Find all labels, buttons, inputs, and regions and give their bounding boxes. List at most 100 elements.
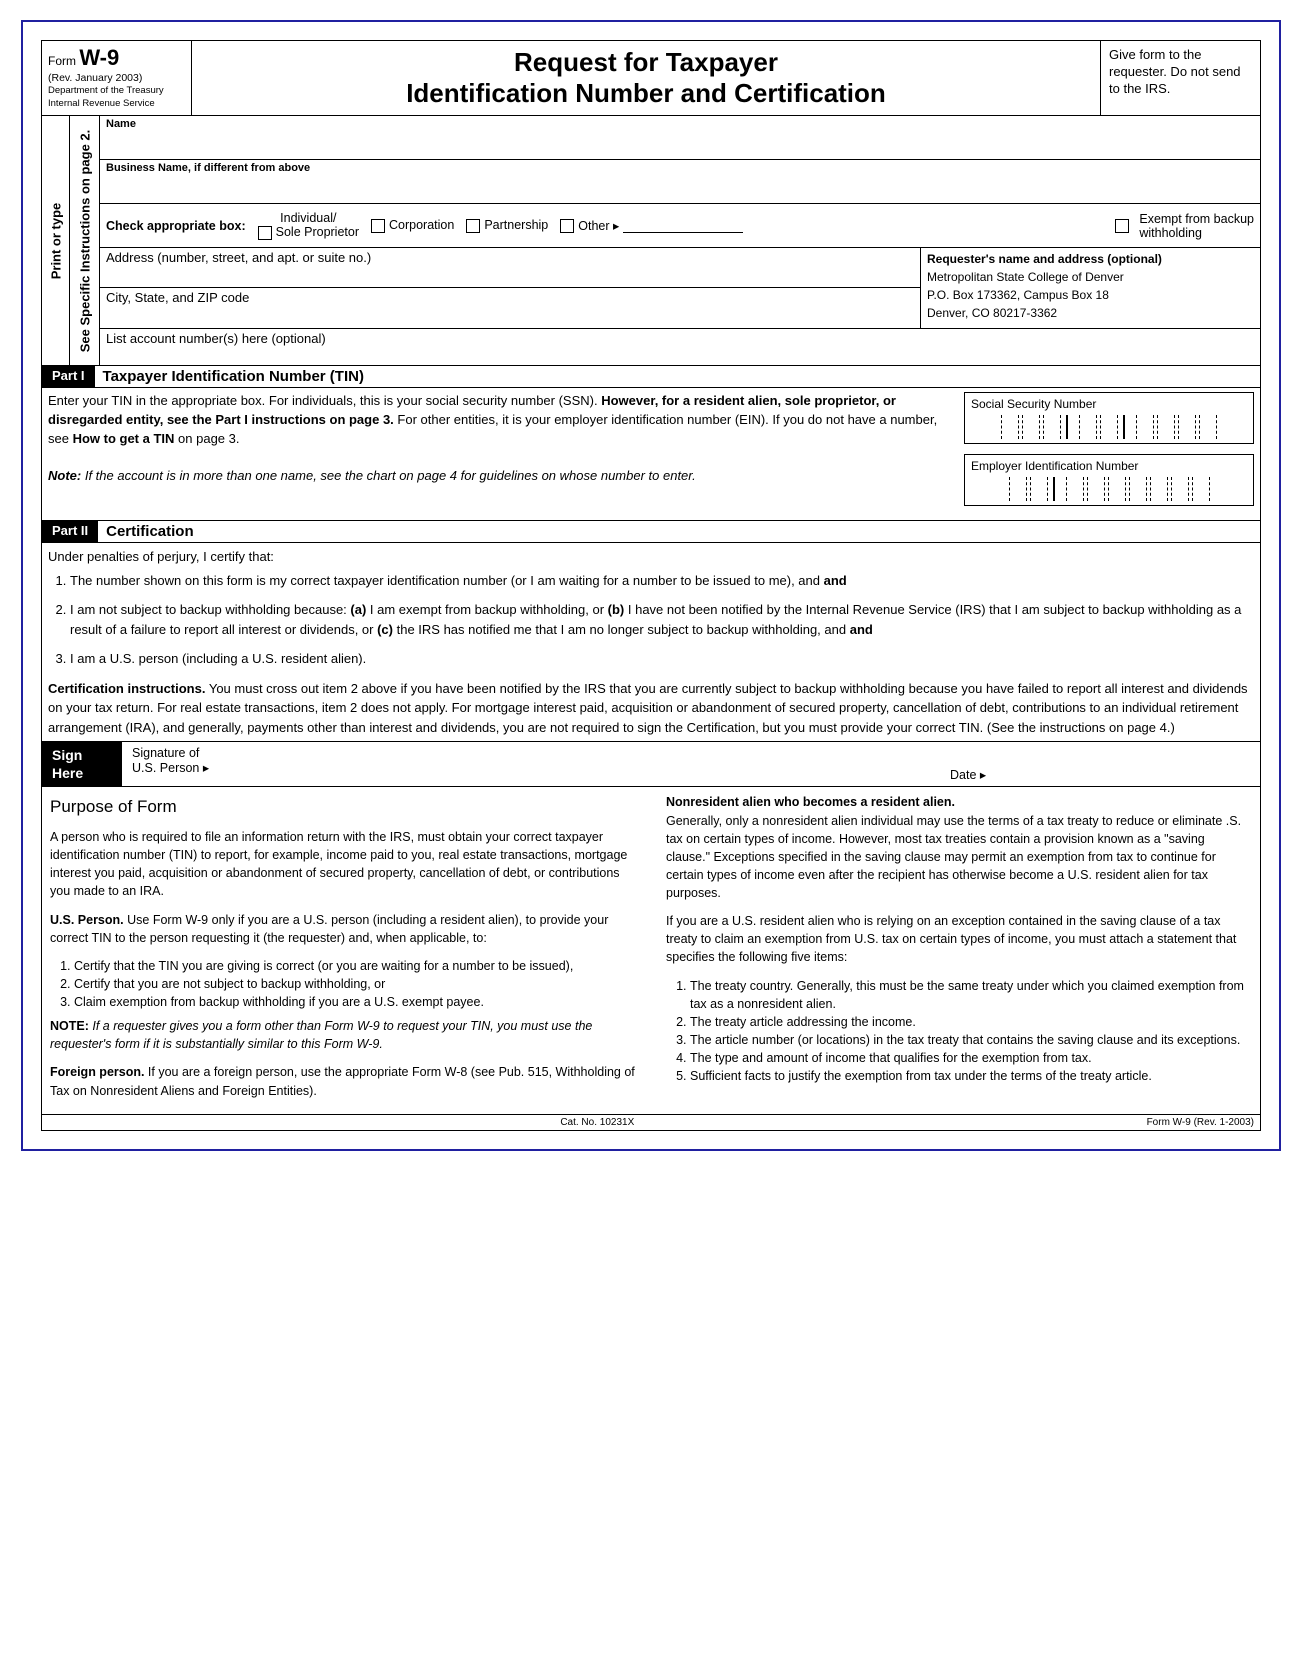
ein-label: Employer Identification Number [971, 459, 1247, 473]
sign-l1: Sign [52, 746, 112, 764]
exempt-label-1: Exempt from backup [1139, 212, 1254, 226]
note-label: Note: [48, 468, 81, 483]
form-title: Request for Taxpayer Identification Numb… [192, 41, 1100, 115]
requester-line-3: Denver, CO 80217-3362 [927, 304, 1254, 322]
title-line-1: Request for Taxpayer [200, 47, 1092, 78]
ein-box[interactable]: Employer Identification Number [964, 454, 1254, 506]
sig-label-2: U.S. Person ▸ [132, 760, 930, 775]
form-footer: Cat. No. 10231X Form W-9 (Rev. 1-2003) [42, 1114, 1260, 1130]
checkbox-exempt[interactable] [1115, 219, 1129, 233]
c2f: (c) [377, 622, 393, 637]
cert-instr-body: You must cross out item 2 above if you h… [48, 681, 1248, 735]
part-2-header: Part II Certification [42, 520, 1260, 543]
form-revision: (Rev. January 2003) [48, 72, 185, 84]
nra-li-2: The treaty article addressing the income… [690, 1013, 1252, 1031]
tin-p1a: Enter your TIN in the appropriate box. F… [48, 393, 601, 408]
account-numbers-field[interactable]: List account number(s) here (optional) [100, 329, 1260, 365]
sig-label-1: Signature of [132, 746, 930, 760]
nra-li-3: The article number (or locations) in the… [690, 1031, 1252, 1049]
part-2-label: Part II [42, 521, 98, 542]
name-field[interactable]: Name [100, 116, 1260, 160]
address-label: Address (number, street, and apt. or sui… [106, 250, 914, 265]
signature-field[interactable]: Signature of U.S. Person ▸ [122, 742, 940, 786]
business-label: Business Name, if different from above [106, 162, 1254, 174]
part-1-header: Part I Taxpayer Identification Number (T… [42, 365, 1260, 388]
us-person-list: Certify that the TIN you are giving is c… [50, 957, 636, 1011]
nra-li-5: Sufficient facts to justify the exemptio… [690, 1067, 1252, 1085]
part-1-label: Part I [42, 366, 95, 387]
form-name: W-9 [79, 45, 119, 70]
cert-item-2: I am not subject to backup withholding b… [70, 600, 1254, 639]
ein-digits [971, 477, 1247, 501]
ssn-box[interactable]: Social Security Number [964, 392, 1254, 444]
date-field[interactable]: Date ▸ [940, 763, 1260, 786]
c2a: I am not subject to backup withholding b… [70, 602, 350, 617]
us-li-2: Certify that you are not subject to back… [74, 975, 636, 993]
purpose-col-right: Nonresident alien who becomes a resident… [666, 793, 1252, 1109]
foreign-person-p: Foreign person. If you are a foreign per… [50, 1063, 636, 1099]
signature-row: Sign Here Signature of U.S. Person ▸ Dat… [42, 741, 1260, 787]
note-p: NOTE: If a requester gives you a form ot… [50, 1017, 636, 1053]
purpose-p1: A person who is required to file an info… [50, 828, 636, 901]
sign-l2: Here [52, 764, 112, 782]
us-li-1: Certify that the TIN you are giving is c… [74, 957, 636, 975]
identity-section: Print or type See Specific Instructions … [42, 116, 1260, 365]
side-label-instructions: See Specific Instructions on page 2. [70, 116, 100, 365]
side-label-print: Print or type [42, 116, 70, 365]
address-block: Address (number, street, and apt. or sui… [100, 248, 1260, 329]
purpose-section: Purpose of Form A person who is required… [42, 787, 1260, 1113]
nra-li-1: The treaty country. Generally, this must… [690, 977, 1252, 1013]
requester-header: Requester's name and address (optional) [927, 250, 1254, 268]
nra-hdr: Nonresident alien who becomes a resident… [666, 795, 955, 809]
checkbox-sole-proprietor[interactable] [258, 226, 272, 240]
checkbox-corporation[interactable] [371, 219, 385, 233]
c2b: (a) [350, 602, 366, 617]
us-li-3: Claim exemption from backup withholding … [74, 993, 636, 1011]
header-instructions: Give form to the requester. Do not send … [1100, 41, 1260, 115]
tin-p1d: How to get a TIN [73, 431, 175, 446]
checkbox-partnership[interactable] [466, 219, 480, 233]
address-field[interactable]: Address (number, street, and apt. or sui… [100, 248, 920, 288]
side-label-instructions-text: See Specific Instructions on page 2. [77, 129, 92, 352]
check-box-label: Check appropriate box: [106, 219, 246, 233]
cert-instr-hdr: Certification instructions. [48, 681, 205, 696]
purpose-col-left: Purpose of Form A person who is required… [50, 793, 636, 1109]
form-prefix: Form [48, 54, 76, 68]
note-body-text: If a requester gives you a form other th… [50, 1019, 592, 1051]
checkbox-other[interactable] [560, 219, 574, 233]
part-2-title: Certification [106, 521, 194, 542]
sign-here-label: Sign Here [42, 742, 122, 786]
identity-fields: Name Business Name, if different from ab… [100, 116, 1260, 365]
sole-proprietor-label: Sole Proprietor [276, 225, 359, 239]
ssn-label: Social Security Number [971, 397, 1247, 411]
business-name-field[interactable]: Business Name, if different from above [100, 160, 1260, 204]
title-line-2: Identification Number and Certification [200, 78, 1092, 109]
other-label: Other ▸ [578, 219, 619, 233]
form-header: Form W-9 (Rev. January 2003) Department … [42, 41, 1260, 116]
csz-label: City, State, and ZIP code [106, 290, 914, 305]
ssn-digits [971, 415, 1247, 439]
footer-revision: Form W-9 (Rev. 1-2003) [1147, 1117, 1254, 1128]
part-2-body: Under penalties of perjury, I certify th… [42, 543, 1260, 741]
cert-item-1-text: The number shown on this form is my corr… [70, 573, 820, 588]
fp-hdr: Foreign person. [50, 1065, 144, 1079]
tin-p1e: on page 3. [178, 431, 239, 446]
us-body: Use Form W-9 only if you are a U.S. pers… [50, 913, 608, 945]
cert-item-1: The number shown on this form is my corr… [70, 571, 1254, 591]
exempt-label-2: withholding [1139, 226, 1254, 240]
part-1-body: Enter your TIN in the appropriate box. F… [42, 388, 1260, 520]
tin-instructions: Enter your TIN in the appropriate box. F… [48, 392, 956, 516]
address-left: Address (number, street, and apt. or sui… [100, 248, 920, 328]
nra-p2: If you are a U.S. resident alien who is … [666, 912, 1252, 966]
c2d: (b) [608, 602, 625, 617]
side-label-print-text: Print or type [48, 202, 63, 279]
requester-line-1: Metropolitan State College of Denver [927, 268, 1254, 286]
note-body: If the account is in more than one name,… [85, 468, 696, 483]
us-person-p: U.S. Person. Use Form W-9 only if you ar… [50, 911, 636, 947]
c2g: the IRS has notified me that I am no lon… [393, 622, 846, 637]
cert-intro: Under penalties of perjury, I certify th… [48, 547, 1254, 567]
requester-block: Requester's name and address (optional) … [920, 248, 1260, 328]
other-input[interactable] [623, 221, 743, 233]
name-label: Name [106, 118, 1254, 130]
city-state-zip-field[interactable]: City, State, and ZIP code [100, 288, 920, 328]
